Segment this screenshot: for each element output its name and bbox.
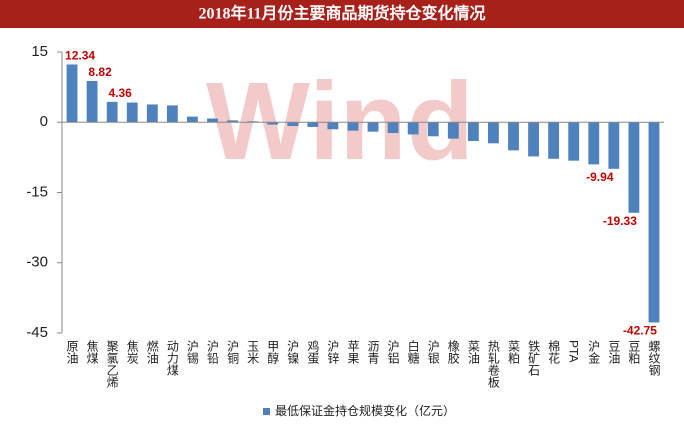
data-label: -9.94: [586, 170, 614, 184]
x-tick-label: 沥青: [366, 340, 380, 365]
x-tick-label: 沪金: [587, 340, 601, 364]
x-tick-label: 玉米: [246, 340, 260, 364]
bar: [387, 122, 399, 134]
x-tick-label: 热轧卷板: [486, 340, 500, 389]
bar: [508, 122, 519, 151]
x-tick-label: 豆粕: [627, 340, 641, 364]
x-tick-label: PTA: [567, 340, 581, 362]
bar: [66, 64, 78, 123]
bar: [548, 122, 560, 159]
bar: [528, 122, 539, 157]
x-tick-label: 焦炭: [125, 340, 139, 365]
bar: [427, 122, 439, 137]
bar: [467, 122, 479, 141]
bar: [608, 122, 620, 169]
x-tick-label: 动力煤: [165, 340, 179, 376]
bar: [207, 118, 218, 123]
x-tick-label: 鸡蛋: [306, 339, 320, 365]
bar: [648, 122, 660, 323]
x-tick-label: 菜粕: [507, 340, 521, 364]
bar: [126, 102, 138, 123]
bar: [447, 122, 459, 139]
y-tick-label: 0: [40, 113, 48, 130]
x-tick-label: 白糖: [406, 339, 420, 365]
watermark: Wind: [206, 60, 474, 183]
x-tick-label: 菜油: [466, 340, 480, 364]
legend-swatch: [263, 408, 270, 415]
x-tick-label: 燃油: [145, 339, 159, 364]
y-tick-label: -15: [26, 183, 48, 200]
bar: [407, 122, 419, 135]
y-tick-label: -45: [26, 324, 48, 341]
x-tick-label: 棉花: [547, 340, 561, 365]
data-label: -19.33: [603, 214, 637, 228]
x-tick-label: 沪铜: [226, 340, 240, 364]
x-tick-label: 豆油: [607, 340, 621, 364]
x-tick-label: 沪锡: [185, 340, 199, 365]
data-label: 4.36: [108, 86, 132, 100]
x-tick-label: 沪锌: [326, 340, 340, 364]
y-tick-label: -30: [26, 254, 48, 271]
data-label: 8.82: [88, 65, 112, 79]
x-tick-label: 沪铝: [386, 340, 400, 364]
bar: [166, 105, 178, 123]
x-tick-label: 沪镍: [286, 340, 300, 364]
y-tick-label: 15: [31, 43, 48, 60]
bar: [327, 122, 339, 130]
x-tick-label: 沪银: [426, 340, 440, 364]
x-tick-label: 原油: [65, 340, 79, 364]
x-tick-label: 橡胶: [446, 340, 460, 365]
x-tick-label: 苹果: [346, 340, 360, 364]
bar: [307, 122, 319, 127]
bar: [227, 120, 238, 123]
x-tick-label: 沪铅: [206, 340, 220, 364]
bar: [187, 116, 198, 123]
x-tick-label: 焦煤: [85, 340, 99, 364]
bar: [628, 122, 640, 213]
bar: [588, 122, 600, 165]
bar: [146, 104, 158, 123]
data-label: 12.34: [65, 49, 95, 63]
legend-label: 最低保证金持仓规模变化（亿元）: [275, 403, 455, 418]
x-tick-label: 甲醇: [266, 340, 280, 364]
x-tick-label: 聚氯乙烯: [105, 340, 119, 388]
data-label: -42.75: [623, 324, 657, 338]
bar: [367, 122, 379, 132]
x-tick-label: 螺纹钢: [647, 340, 661, 376]
bar: [86, 80, 98, 123]
title-bar: [0, 0, 684, 28]
bar: [488, 122, 499, 144]
chart-title: 2018年11月份主要商品期货持仓变化情况: [198, 4, 485, 23]
bar: [287, 122, 299, 126]
bar: [347, 122, 359, 131]
bar: [267, 122, 279, 125]
bar: [106, 101, 118, 123]
bar: [568, 122, 580, 161]
x-tick-label: 铁矿石: [527, 340, 541, 376]
